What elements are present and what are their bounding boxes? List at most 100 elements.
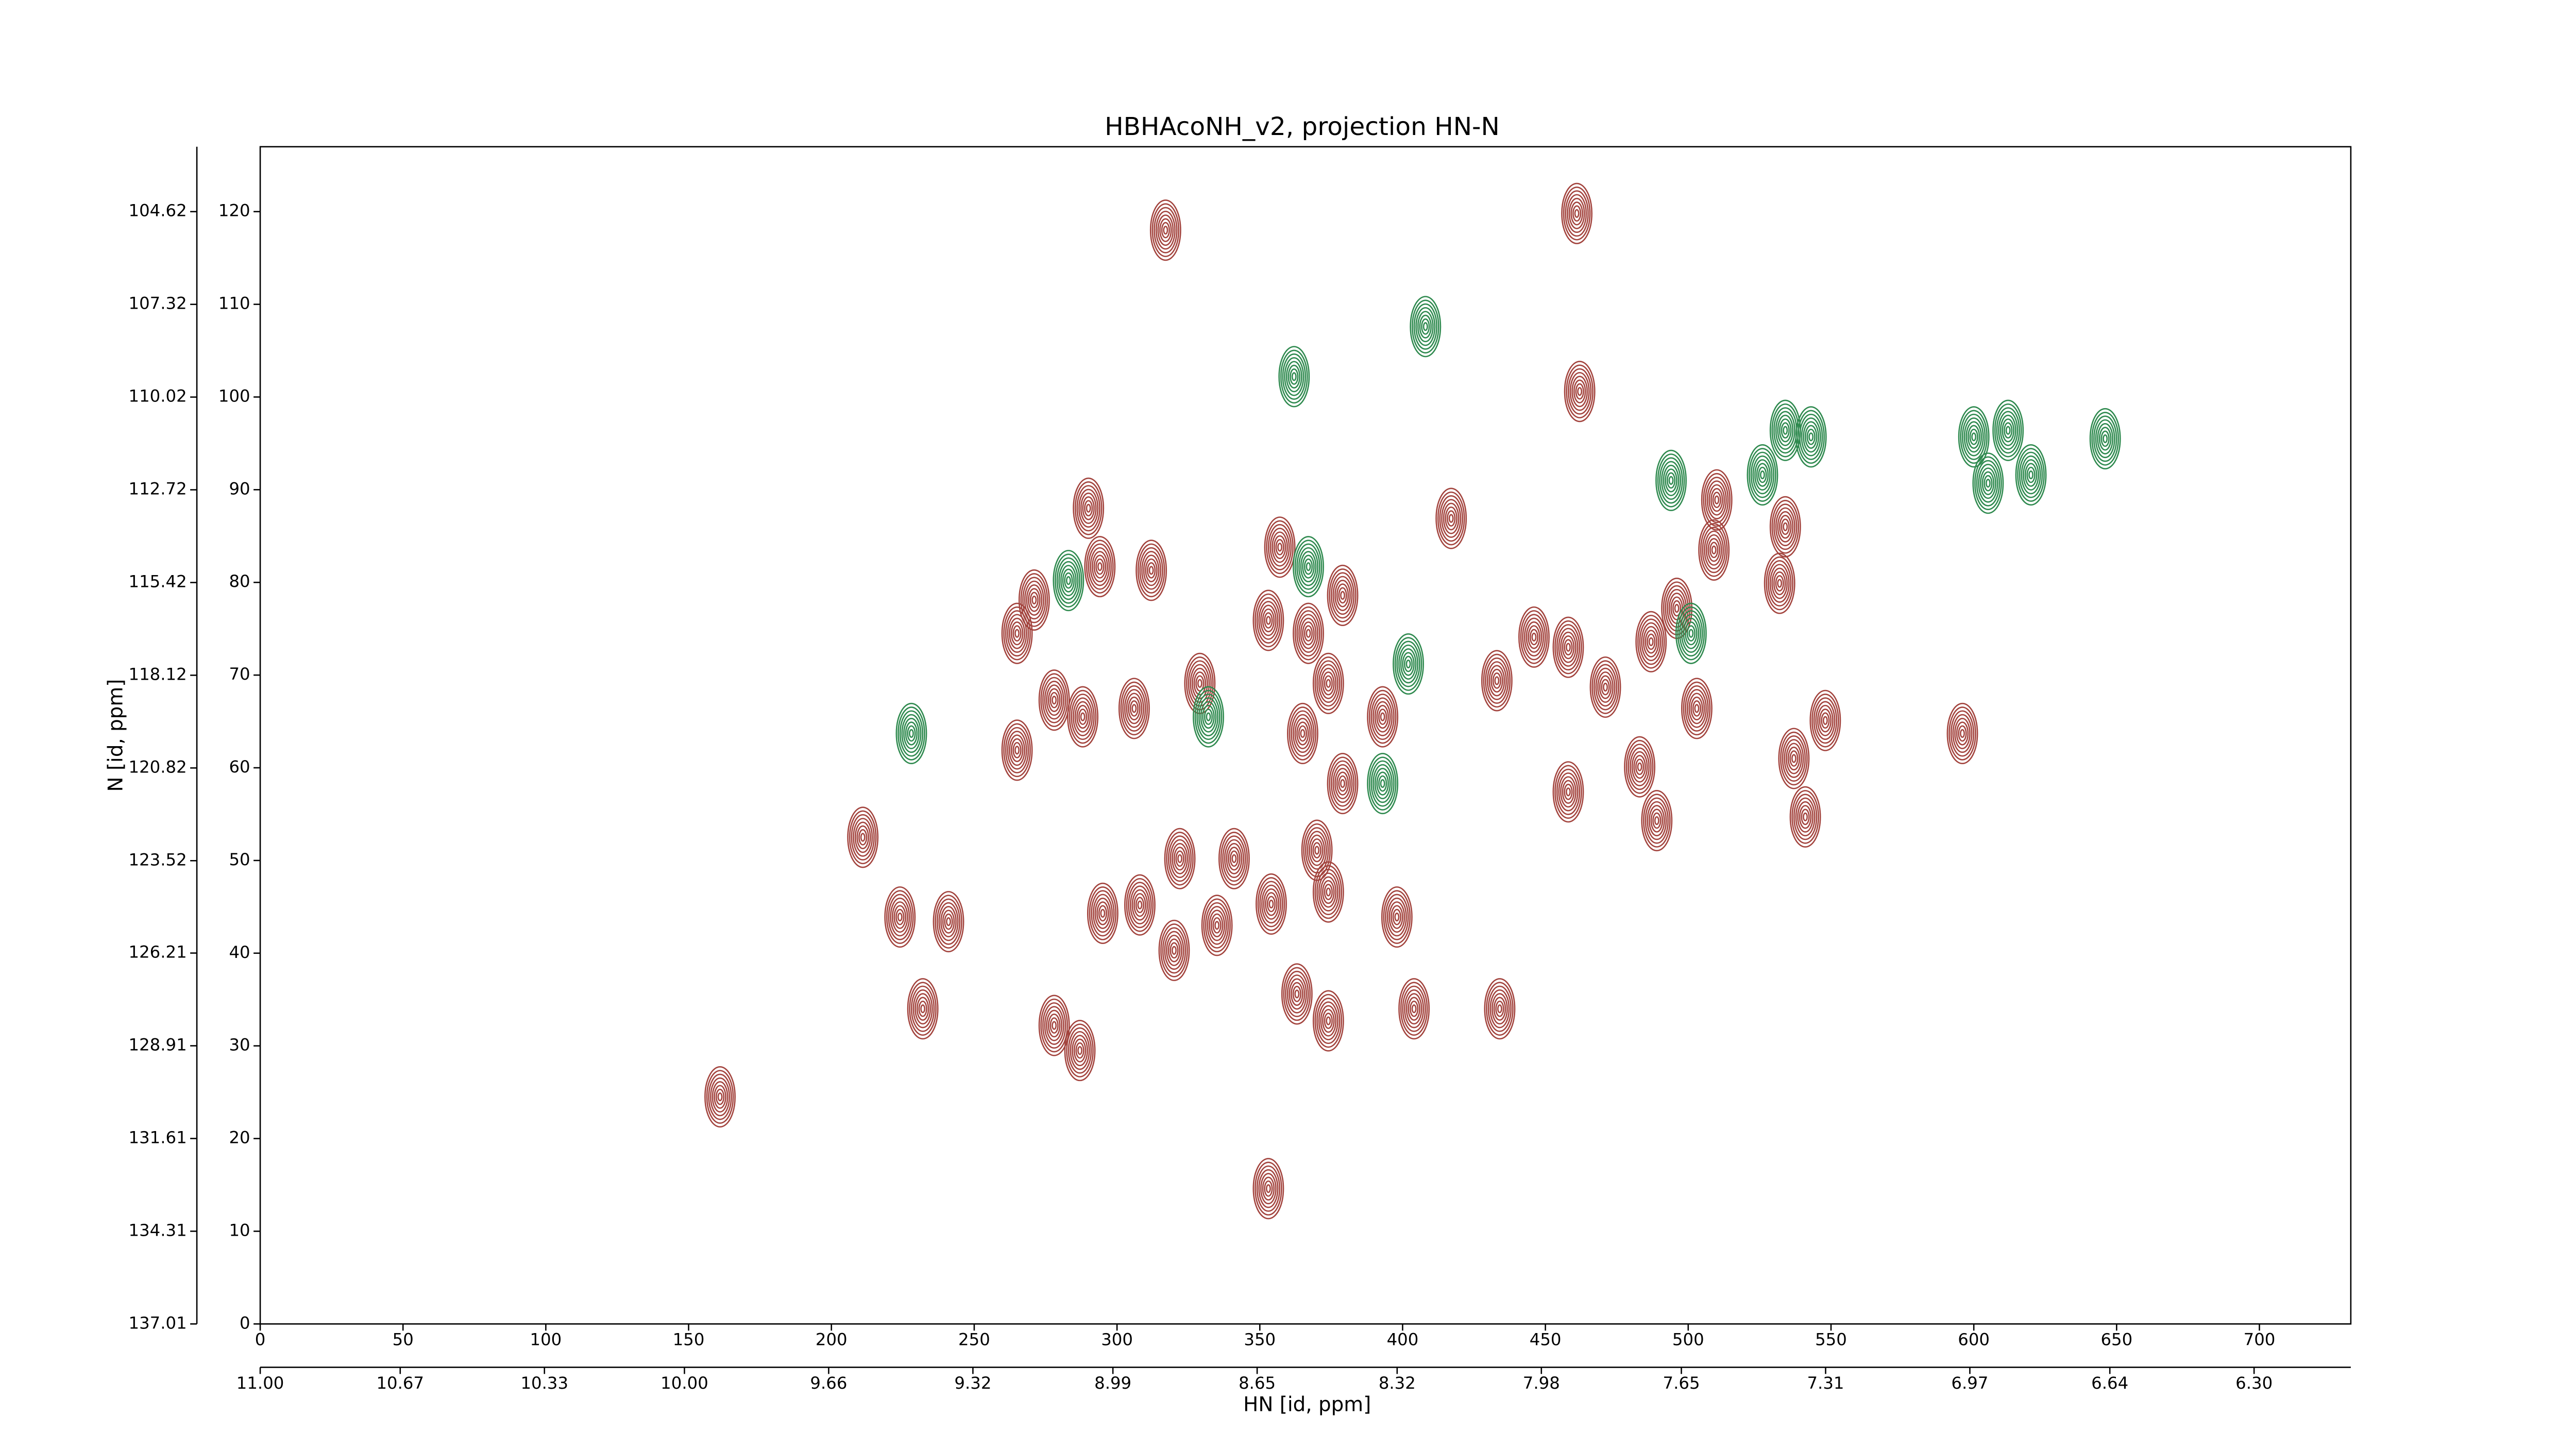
chart-title: HBHAcoNH_v2, projection HN-N — [1105, 112, 1500, 141]
peak-contour — [1293, 602, 1324, 664]
y2-tick-label: 118.12 — [129, 664, 187, 684]
x-tick-label: 300 — [1101, 1330, 1133, 1350]
peak-contour — [1484, 978, 1516, 1040]
y-tick-label: 110 — [218, 294, 250, 313]
x2-tick-label: 6.30 — [2235, 1373, 2273, 1393]
peak-contour — [1053, 550, 1084, 612]
y2-tick-label: 107.32 — [129, 294, 187, 313]
peak-contour — [1256, 873, 1287, 935]
peak-contour — [1564, 361, 1596, 423]
x2-tick-label: 11.00 — [236, 1373, 284, 1393]
peak-contour — [1381, 886, 1413, 948]
x-axis-label: HN [id, ppm] — [1243, 1393, 1371, 1416]
x2-tick-label: 8.32 — [1379, 1373, 1416, 1393]
peak-contour — [1789, 786, 1821, 848]
y2-tick-label: 115.42 — [129, 571, 187, 591]
peak-contour — [1946, 702, 1978, 764]
y-tick-label: 40 — [229, 942, 250, 962]
x-tick-label: 550 — [1815, 1330, 1847, 1350]
x2-tick-label: 8.65 — [1239, 1373, 1276, 1393]
peak-contour — [1435, 487, 1467, 549]
peak-contour — [1764, 552, 1795, 614]
peak-contour — [1001, 602, 1033, 664]
peak-contour — [1675, 602, 1707, 664]
y-tick-label: 60 — [229, 757, 250, 777]
peak-contour — [1312, 990, 1344, 1052]
peak-contour — [1067, 686, 1099, 748]
x2-tick-label: 9.66 — [810, 1373, 847, 1393]
y2-tick-label: 112.72 — [129, 479, 187, 499]
peak-contour — [1287, 702, 1318, 764]
peak-contour — [1398, 978, 1430, 1040]
peak-contour — [1410, 296, 1442, 358]
x-tick-label: 200 — [816, 1330, 848, 1350]
peak-contour — [1087, 882, 1118, 944]
peak-contour — [1624, 736, 1655, 798]
peak-contour — [1158, 919, 1190, 981]
peak-contour — [1073, 477, 1105, 539]
x-tick-label: 600 — [1958, 1330, 1990, 1350]
peak-contour — [1992, 399, 2024, 461]
peak-contour — [1481, 650, 1513, 712]
y-tick-label: 30 — [229, 1035, 250, 1055]
peak-contour — [1164, 828, 1196, 889]
y-tick-label: 100 — [218, 386, 250, 406]
y-tick-label: 80 — [229, 571, 250, 591]
x-tick-label: 50 — [393, 1330, 414, 1350]
peak-contour — [704, 1066, 736, 1128]
peak-contour — [1312, 861, 1344, 923]
x2-tick-label: 9.32 — [954, 1373, 991, 1393]
peak-contour — [847, 806, 879, 868]
x2-tick-label: 6.64 — [2091, 1373, 2128, 1393]
peak-contour — [1184, 652, 1216, 714]
y-tick-label: 20 — [229, 1128, 250, 1148]
x-tick-label: 250 — [958, 1330, 990, 1350]
x-tick-label: 0 — [255, 1330, 266, 1350]
y-tick-label: 70 — [229, 664, 250, 684]
peak-contour — [884, 886, 916, 948]
x-tick-label: 350 — [1244, 1330, 1276, 1350]
x-tick-label: 500 — [1672, 1330, 1704, 1350]
peak-contour — [1301, 819, 1333, 881]
peak-contour — [1561, 182, 1593, 244]
peak-contour — [1038, 669, 1070, 731]
peak-contour — [1769, 496, 1801, 558]
peak-contour — [1018, 569, 1050, 631]
peak-contour — [895, 702, 927, 764]
peak-contour — [1552, 616, 1584, 678]
peaks — [704, 182, 2121, 1220]
peak-contour — [1367, 753, 1399, 815]
x-tick-label: 450 — [1530, 1330, 1562, 1350]
x-tick-label: 700 — [2244, 1330, 2276, 1350]
peak-contour — [1655, 449, 1687, 511]
y2-tick-label: 137.01 — [129, 1313, 187, 1333]
x2-tick-label: 10.33 — [520, 1373, 568, 1393]
y2-tick-label: 104.62 — [129, 201, 187, 221]
peak-contour — [1589, 656, 1621, 718]
peak-contour — [1064, 1020, 1096, 1082]
peak-contour — [1958, 406, 1990, 468]
peak-contour — [1218, 828, 1250, 889]
y-tick-label: 10 — [229, 1220, 250, 1240]
x2-tick-label: 6.97 — [1951, 1373, 1988, 1393]
peak-contour — [1681, 678, 1713, 739]
x-tick-label: 100 — [530, 1330, 562, 1350]
peak-contour — [1264, 516, 1296, 578]
x-tick-label: 150 — [673, 1330, 705, 1350]
y2-tick-label: 126.21 — [129, 942, 187, 962]
y2-tick-label: 120.82 — [129, 757, 187, 777]
peak-contour — [1809, 689, 1841, 751]
peak-contour — [1393, 633, 1424, 695]
x2-tick-label: 8.99 — [1094, 1373, 1131, 1393]
peak-contour — [1778, 728, 1810, 789]
y-axis-label: N [id, ppm] — [104, 679, 127, 792]
peak-contour — [1367, 686, 1399, 748]
peak-contour — [2089, 408, 2121, 469]
x2-tick-label: 10.67 — [376, 1373, 424, 1393]
peak-contour — [1252, 589, 1284, 651]
peak-contour — [1747, 444, 1778, 506]
y-tick-label: 0 — [240, 1313, 250, 1333]
peak-contour — [1201, 895, 1233, 956]
